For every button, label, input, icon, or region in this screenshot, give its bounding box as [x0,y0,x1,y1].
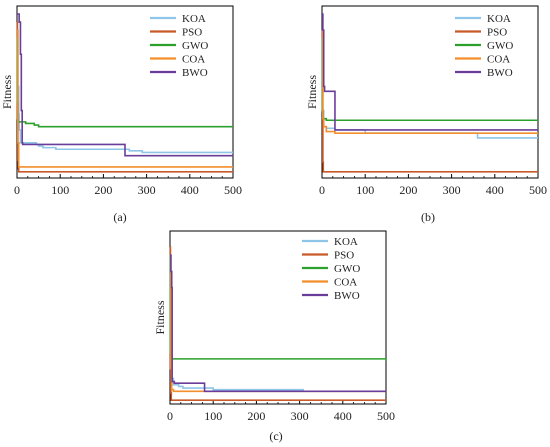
panel-label: (b) [421,210,435,224]
x-tick-label: 500 [529,183,547,197]
legend-label-pso: PSO [487,27,507,39]
x-tick-label: 0 [319,183,325,197]
legend-label-bwo: BWO [182,67,208,79]
x-tick-label: 500 [224,183,242,197]
series-line-coa [17,29,233,168]
x-tick-label: 200 [247,409,265,423]
series-line-koa [17,29,233,154]
legend-label-gwo: GWO [182,40,208,52]
y-axis-label: Fitness [305,75,319,109]
y-axis-label: Fitness [153,300,167,334]
panel-label: (c) [269,429,282,443]
legend-label-bwo: BWO [487,67,513,79]
x-tick-label: 100 [356,183,374,197]
legend-label-gwo: GWO [334,263,360,275]
series-line-bwo [17,13,233,157]
legend-label-pso: PSO [182,27,202,39]
x-tick-label: 400 [486,183,504,197]
x-tick-label: 100 [51,183,69,197]
x-tick-label: 300 [443,183,461,197]
x-tick-label: 200 [399,183,417,197]
x-tick-label: 400 [181,183,199,197]
legend-label-koa: KOA [487,13,511,25]
legend-label-koa: KOA [182,13,206,25]
legend-label-coa: COA [334,277,357,289]
x-tick-label: 200 [94,183,112,197]
legend-label-koa: KOA [334,236,358,248]
series-line-bwo [170,254,386,393]
x-tick-label: 400 [334,409,352,423]
x-tick-label: 100 [204,409,222,423]
y-axis-label: Fitness [0,75,14,109]
legend-label-coa: COA [182,54,205,66]
x-tick-label: 0 [167,409,173,423]
legend-label-pso: PSO [334,250,354,262]
panel-label: (a) [113,210,126,224]
legend-label-gwo: GWO [487,40,513,52]
legend-label-bwo: BWO [334,290,360,302]
series-line-bwo [322,13,538,131]
x-tick-label: 300 [291,409,309,423]
x-tick-label: 300 [138,183,156,197]
x-tick-label: 500 [377,409,395,423]
legend-label-coa: COA [487,54,510,66]
x-tick-label: 0 [14,183,20,197]
series-line-koa [170,254,304,391]
series-line-coa [322,29,538,134]
